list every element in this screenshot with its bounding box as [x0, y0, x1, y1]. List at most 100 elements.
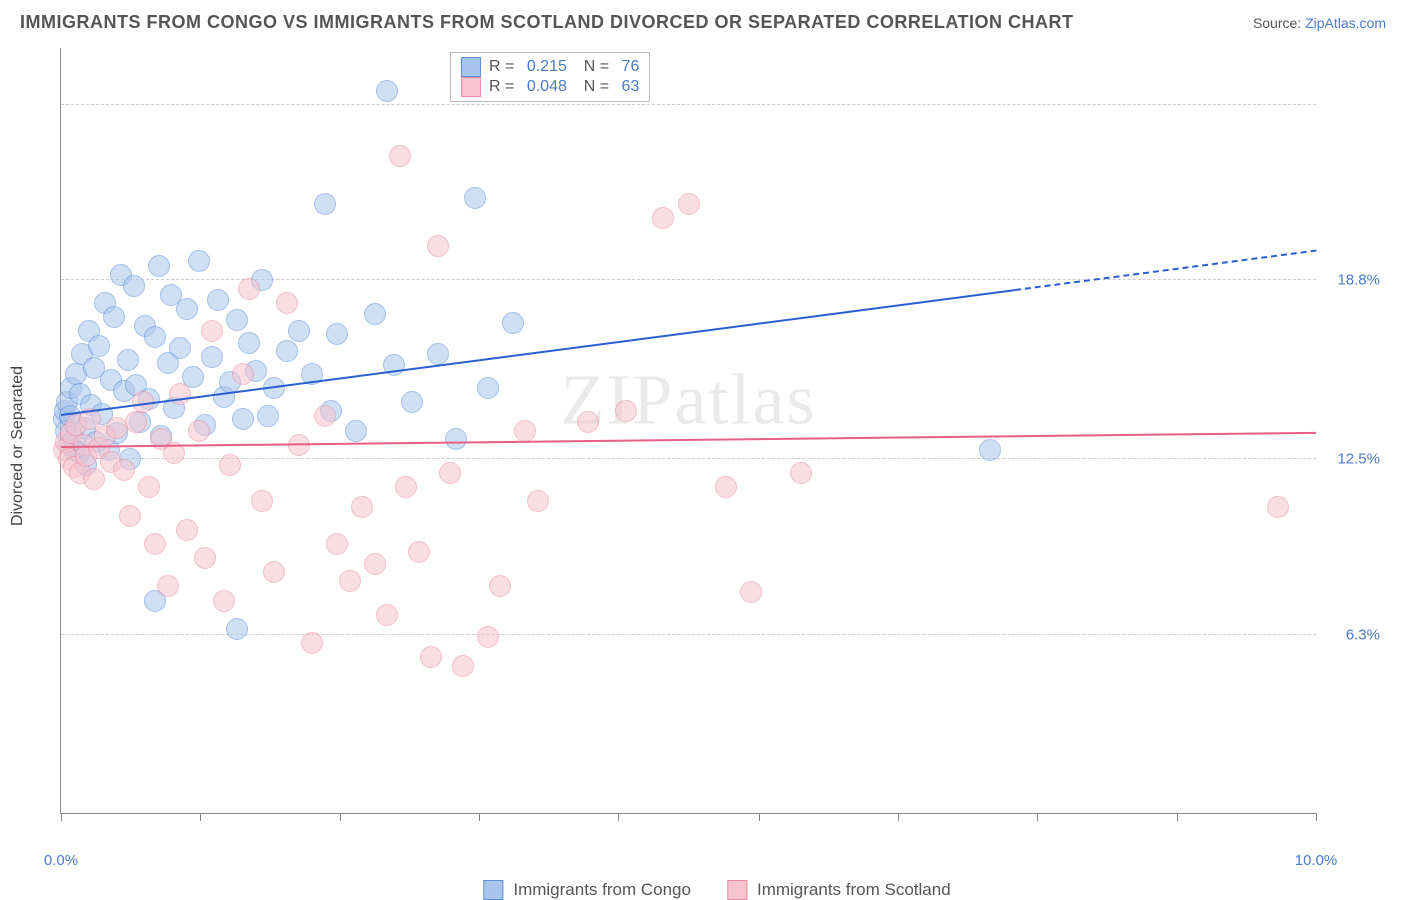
legend-swatch-icon	[483, 880, 503, 900]
data-point-scotland	[263, 561, 285, 583]
data-point-congo	[232, 408, 254, 430]
data-point-congo	[201, 346, 223, 368]
data-point-congo	[226, 618, 248, 640]
data-point-scotland	[439, 462, 461, 484]
x-tick	[61, 813, 62, 821]
data-point-congo	[238, 332, 260, 354]
data-point-congo	[326, 323, 348, 345]
data-point-scotland	[364, 553, 386, 575]
source-link[interactable]: ZipAtlas.com	[1305, 15, 1386, 31]
data-point-congo	[427, 343, 449, 365]
data-point-scotland	[678, 193, 700, 215]
y-axis-title: Divorced or Separated	[9, 366, 27, 526]
data-point-scotland	[314, 405, 336, 427]
data-point-scotland	[219, 454, 241, 476]
data-point-congo	[123, 275, 145, 297]
data-point-scotland	[477, 626, 499, 648]
data-point-congo	[276, 340, 298, 362]
data-point-scotland	[238, 278, 260, 300]
data-point-scotland	[615, 400, 637, 422]
legend-row: R = 0.048 N = 63	[461, 77, 639, 97]
x-tick	[479, 813, 480, 821]
data-point-scotland	[213, 590, 235, 612]
legend-item-congo: Immigrants from Congo	[483, 880, 691, 900]
data-point-scotland	[452, 655, 474, 677]
n-label: N =	[575, 58, 609, 76]
gridline	[61, 104, 1316, 105]
data-point-congo	[314, 193, 336, 215]
x-tick	[200, 813, 201, 821]
trend-line	[61, 431, 1316, 447]
data-point-scotland	[326, 533, 348, 555]
chart-title: IMMIGRANTS FROM CONGO VS IMMIGRANTS FROM…	[20, 12, 1073, 33]
data-point-congo	[445, 428, 467, 450]
data-point-scotland	[395, 476, 417, 498]
legend-swatch-icon	[461, 57, 481, 77]
data-point-scotland	[144, 533, 166, 555]
data-point-congo	[117, 349, 139, 371]
data-point-scotland	[1267, 496, 1289, 518]
data-point-congo	[364, 303, 386, 325]
data-point-scotland	[715, 476, 737, 498]
r-value: 0.048	[522, 78, 566, 96]
data-point-scotland	[138, 476, 160, 498]
x-tick	[618, 813, 619, 821]
data-point-scotland	[125, 411, 147, 433]
data-point-scotland	[194, 547, 216, 569]
data-point-congo	[226, 309, 248, 331]
data-point-scotland	[577, 411, 599, 433]
x-tick-label: 10.0%	[1295, 852, 1338, 869]
legend-row: R = 0.215 N = 76	[461, 57, 639, 77]
r-label: R =	[489, 58, 514, 76]
data-point-scotland	[514, 420, 536, 442]
data-point-scotland	[188, 420, 210, 442]
x-tick-label: 0.0%	[44, 852, 78, 869]
data-point-scotland	[276, 292, 298, 314]
legend-correlation-box: R = 0.215 N = 76R = 0.048 N = 63	[450, 52, 650, 102]
data-point-scotland	[339, 570, 361, 592]
data-point-scotland	[527, 490, 549, 512]
y-tick-label: 6.3%	[1322, 626, 1380, 643]
data-point-scotland	[740, 581, 762, 603]
data-point-congo	[88, 335, 110, 357]
y-tick-label: 12.5%	[1322, 450, 1380, 467]
data-point-scotland	[420, 646, 442, 668]
trend-line	[1015, 250, 1316, 291]
data-point-scotland	[790, 462, 812, 484]
data-point-scotland	[389, 145, 411, 167]
data-point-congo	[345, 420, 367, 442]
legend-label: Immigrants from Congo	[513, 880, 691, 900]
data-point-scotland	[652, 207, 674, 229]
data-point-congo	[464, 187, 486, 209]
data-point-congo	[979, 439, 1001, 461]
x-tick	[340, 813, 341, 821]
data-point-scotland	[113, 459, 135, 481]
x-tick	[898, 813, 899, 821]
legend-item-scotland: Immigrants from Scotland	[727, 880, 951, 900]
n-value: 76	[617, 58, 639, 76]
data-point-scotland	[232, 363, 254, 385]
plot-area: ZIPatlas R = 0.215 N = 76R = 0.048 N = 6…	[60, 48, 1316, 814]
data-point-congo	[176, 298, 198, 320]
data-point-congo	[103, 306, 125, 328]
data-point-scotland	[376, 604, 398, 626]
data-point-congo	[477, 377, 499, 399]
data-point-congo	[401, 391, 423, 413]
data-point-scotland	[351, 496, 373, 518]
data-point-scotland	[489, 575, 511, 597]
data-point-scotland	[176, 519, 198, 541]
data-point-scotland	[251, 490, 273, 512]
data-point-congo	[502, 312, 524, 334]
data-point-congo	[288, 320, 310, 342]
data-point-congo	[376, 80, 398, 102]
x-tick	[1177, 813, 1178, 821]
data-point-congo	[144, 326, 166, 348]
data-point-congo	[207, 289, 229, 311]
legend-swatch-icon	[727, 880, 747, 900]
gridline	[61, 458, 1316, 459]
source-attribution: Source: ZipAtlas.com	[1253, 15, 1386, 31]
n-value: 63	[617, 78, 639, 96]
data-point-scotland	[301, 632, 323, 654]
x-tick	[759, 813, 760, 821]
legend-series: Immigrants from Congo Immigrants from Sco…	[483, 880, 950, 900]
